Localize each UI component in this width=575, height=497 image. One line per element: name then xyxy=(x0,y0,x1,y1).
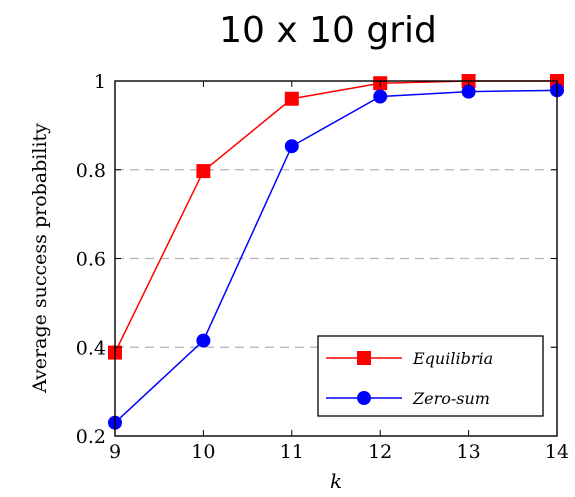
x-tick-label: 12 xyxy=(368,441,392,463)
data-point-equilibria xyxy=(284,91,299,106)
legend-box xyxy=(317,335,544,417)
x-ticks: 9 10 11 12 13 14 xyxy=(109,81,569,463)
legend-label-equilibria: Equilibria xyxy=(412,349,493,368)
legend: Equilibria Zero-sum xyxy=(317,335,544,417)
y-tick-label: 0.8 xyxy=(76,160,106,182)
data-point-zero-sum xyxy=(196,333,211,348)
legend-marker-zero-sum xyxy=(357,391,371,405)
data-point-zero-sum xyxy=(284,139,299,154)
legend-marker-equilibria xyxy=(357,351,371,365)
x-tick-label: 10 xyxy=(191,441,215,463)
y-axis-label: Average success probability xyxy=(29,123,51,394)
data-point-zero-sum xyxy=(461,84,476,99)
x-tick-label: 14 xyxy=(545,441,569,463)
x-tick-label: 9 xyxy=(109,441,121,463)
y-tick-label: 0.4 xyxy=(76,337,106,359)
y-ticks: 0.2 0.4 0.6 0.8 1 xyxy=(76,71,557,448)
x-tick-label: 11 xyxy=(280,441,304,463)
y-tick-label: 0.2 xyxy=(76,426,106,448)
y-tick-label: 1 xyxy=(94,71,106,93)
x-tick-label: 13 xyxy=(457,441,481,463)
grid-lines xyxy=(115,169,557,348)
series-line-zero-sum xyxy=(114,89,558,424)
data-point-equilibria xyxy=(196,164,211,179)
chart-title: 10 x 10 grid xyxy=(219,10,437,51)
x-axis-label: k xyxy=(330,469,342,493)
data-point-zero-sum xyxy=(373,89,388,104)
y-tick-label: 0.6 xyxy=(76,249,106,271)
legend-label-zero-sum: Zero-sum xyxy=(412,389,490,408)
legend-entries: Equilibria Zero-sum xyxy=(326,349,493,408)
series-markers xyxy=(108,74,564,430)
